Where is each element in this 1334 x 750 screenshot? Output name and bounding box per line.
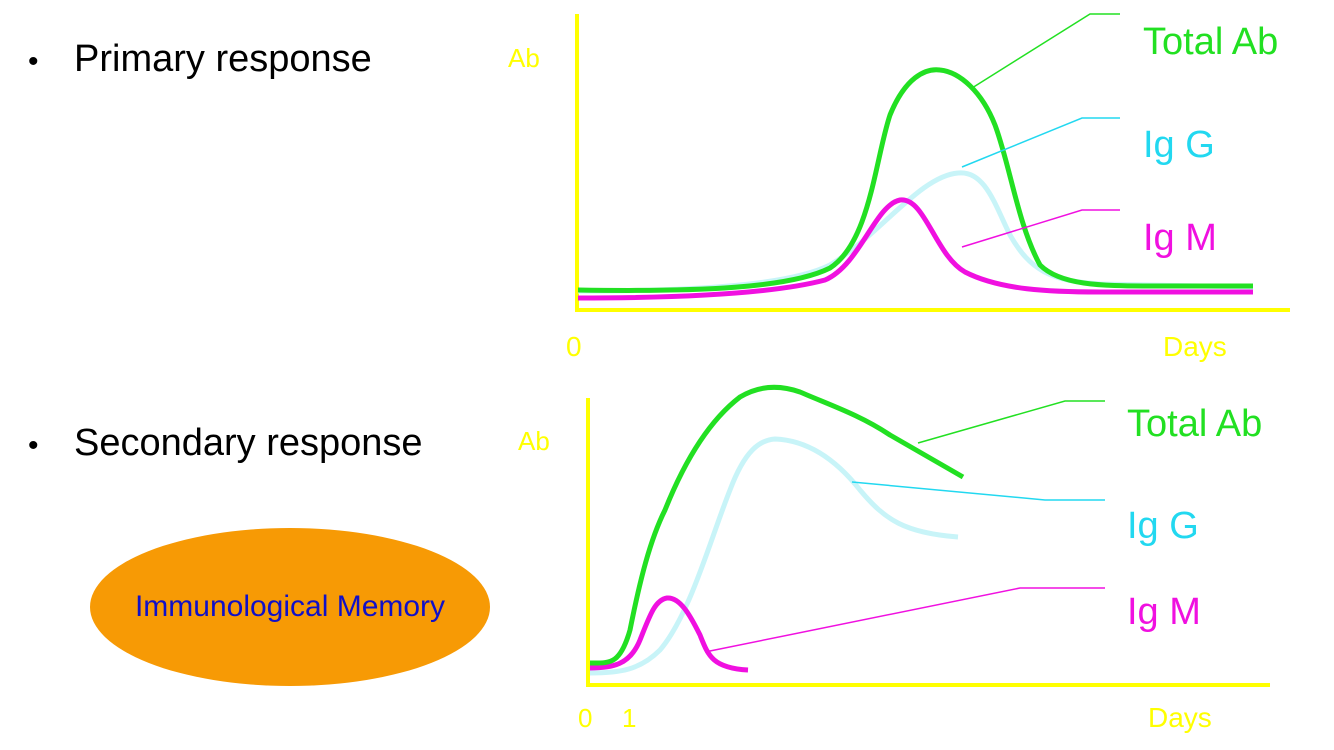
primary-x-label: Days (1163, 331, 1227, 362)
bullet-point: • (28, 45, 39, 78)
secondary-igm-label: Ig M (1127, 591, 1201, 633)
secondary-y-label: Ab (518, 426, 550, 456)
primary-response-text: Primary response (74, 38, 372, 80)
secondary-total-ab-leader-line (917, 400, 1105, 444)
secondary-response-graph: Ab 0 1 Days Total Ab Ig G Ig M (518, 384, 1270, 733)
immunological-memory-label: Immunological Memory (134, 590, 446, 623)
secondary-total-ab-label: Total Ab (1127, 403, 1262, 445)
secondary-response-text: Secondary response (74, 422, 423, 464)
primary-total-ab-leader-line (971, 13, 1120, 89)
primary-igg-label: Ig G (1143, 124, 1215, 166)
secondary-response-bullet: • Secondary response (28, 422, 423, 465)
secondary-igm-curve (589, 595, 749, 673)
primary-x-start-label: 0 (566, 331, 582, 362)
primary-total-ab-label: Total Ab (1143, 21, 1278, 63)
secondary-x-start-label: 0 (578, 703, 592, 733)
primary-igm-leader-line (961, 209, 1120, 248)
secondary-igg-label: Ig G (1127, 505, 1199, 547)
secondary-igg-leader-line (851, 481, 1105, 501)
secondary-total-ab-curve (589, 384, 965, 666)
bullet-point: • (28, 429, 39, 462)
primary-response-graph: Ab 0 Days Total Ab Ig G Ig M (508, 13, 1290, 362)
primary-response-bullet: • Primary response (28, 38, 372, 81)
secondary-x-label: Days (1148, 702, 1212, 733)
primary-y-label: Ab (508, 43, 540, 73)
primary-igg-leader-line (961, 117, 1120, 168)
secondary-igm-leader-line (704, 587, 1105, 653)
secondary-x-tick-1-label: 1 (622, 703, 636, 733)
primary-total-ab-curve (577, 67, 1253, 293)
immunological-memory-ellipse: Immunological Memory (90, 528, 490, 686)
primary-igm-label: Ig M (1143, 217, 1217, 259)
primary-igm-curve (577, 197, 1253, 301)
secondary-igg-curve (589, 436, 959, 676)
